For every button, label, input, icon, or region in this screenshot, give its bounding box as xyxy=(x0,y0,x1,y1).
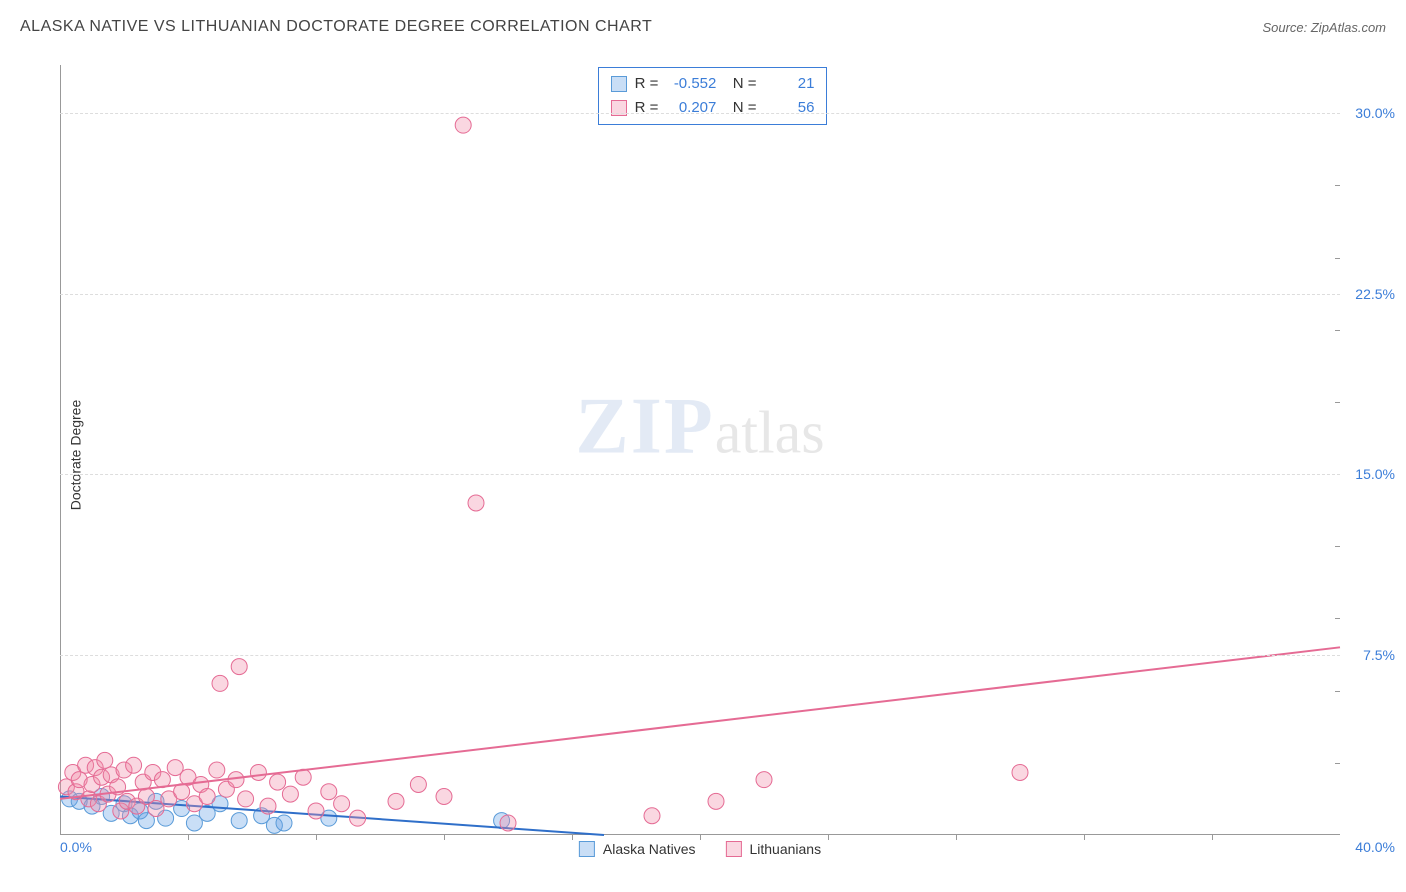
scatter-point xyxy=(231,813,247,829)
scatter-point xyxy=(260,798,276,814)
scatter-point xyxy=(500,815,516,831)
x-tick xyxy=(956,835,957,840)
legend-swatch-a xyxy=(579,841,595,857)
stats-n-label: N = xyxy=(724,96,756,120)
y-tick xyxy=(1335,546,1340,547)
source-attribution: Source: ZipAtlas.com xyxy=(1262,20,1386,35)
scatter-point xyxy=(756,772,772,788)
header: ALASKA NATIVE VS LITHUANIAN DOCTORATE DE… xyxy=(0,0,1406,44)
scatter-point xyxy=(468,495,484,511)
stats-n-value-a: 21 xyxy=(764,72,814,96)
scatter-point xyxy=(97,752,113,768)
stats-r-label: R = xyxy=(635,72,659,96)
legend-item-b: Lithuanians xyxy=(725,841,821,857)
legend-item-a: Alaska Natives xyxy=(579,841,696,857)
stats-row-series-a: R = -0.552 N = 21 xyxy=(611,72,815,96)
stats-n-label: N = xyxy=(724,72,756,96)
gridline xyxy=(60,113,1340,114)
scatter-point xyxy=(238,791,254,807)
scatter-point xyxy=(276,815,292,831)
legend-label-a: Alaska Natives xyxy=(603,841,696,857)
trend-line xyxy=(60,647,1340,799)
scatter-point xyxy=(231,659,247,675)
stats-r-value-a: -0.552 xyxy=(666,72,716,96)
x-tick xyxy=(444,835,445,840)
x-tick xyxy=(188,835,189,840)
y-tick xyxy=(1335,330,1340,331)
y-tick-label: 7.5% xyxy=(1363,647,1395,663)
plot-area: ZIPatlas R = -0.552 N = 21 R = 0.207 N =… xyxy=(60,65,1340,835)
scatter-point xyxy=(308,803,324,819)
y-tick-label: 30.0% xyxy=(1355,105,1395,121)
stats-legend-box: R = -0.552 N = 21 R = 0.207 N = 56 xyxy=(598,67,828,125)
scatter-point xyxy=(455,117,471,133)
legend-bottom: Alaska Natives Lithuanians xyxy=(579,841,821,857)
scatter-point xyxy=(388,793,404,809)
scatter-point xyxy=(126,757,142,773)
scatter-point xyxy=(644,808,660,824)
stats-r-value-b: 0.207 xyxy=(666,96,716,120)
stats-n-value-b: 56 xyxy=(764,96,814,120)
scatter-point xyxy=(321,784,337,800)
y-tick xyxy=(1335,618,1340,619)
scatter-point xyxy=(212,675,228,691)
y-tick xyxy=(1335,402,1340,403)
scatter-point xyxy=(334,796,350,812)
scatter-point xyxy=(708,793,724,809)
x-tick xyxy=(700,835,701,840)
gridline xyxy=(60,474,1340,475)
scatter-point xyxy=(270,774,286,790)
gridline xyxy=(60,294,1340,295)
chart-title: ALASKA NATIVE VS LITHUANIAN DOCTORATE DE… xyxy=(20,18,652,36)
scatter-point xyxy=(209,762,225,778)
scatter-point xyxy=(436,789,452,805)
legend-label-b: Lithuanians xyxy=(749,841,821,857)
x-tick xyxy=(1084,835,1085,840)
x-tick xyxy=(828,835,829,840)
stats-r-label: R = xyxy=(635,96,659,120)
gridline xyxy=(60,655,1340,656)
x-axis-max-label: 40.0% xyxy=(1355,839,1395,855)
stats-swatch-a xyxy=(611,76,627,92)
x-tick xyxy=(1212,835,1213,840)
y-tick-label: 15.0% xyxy=(1355,466,1395,482)
scatter-point xyxy=(199,789,215,805)
legend-swatch-b xyxy=(725,841,741,857)
scatter-point xyxy=(1012,764,1028,780)
scatter-point xyxy=(282,786,298,802)
scatter-overlay xyxy=(60,65,1340,835)
y-tick xyxy=(1335,763,1340,764)
x-axis-min-label: 0.0% xyxy=(60,839,92,855)
y-tick xyxy=(1335,691,1340,692)
scatter-point xyxy=(250,764,266,780)
scatter-point xyxy=(350,810,366,826)
chart-container: Doctorate Degree ZIPatlas R = -0.552 N =… xyxy=(50,60,1390,850)
y-tick xyxy=(1335,258,1340,259)
y-tick-label: 22.5% xyxy=(1355,286,1395,302)
stats-row-series-b: R = 0.207 N = 56 xyxy=(611,96,815,120)
x-tick xyxy=(572,835,573,840)
x-tick xyxy=(316,835,317,840)
scatter-point xyxy=(410,776,426,792)
y-tick xyxy=(1335,185,1340,186)
